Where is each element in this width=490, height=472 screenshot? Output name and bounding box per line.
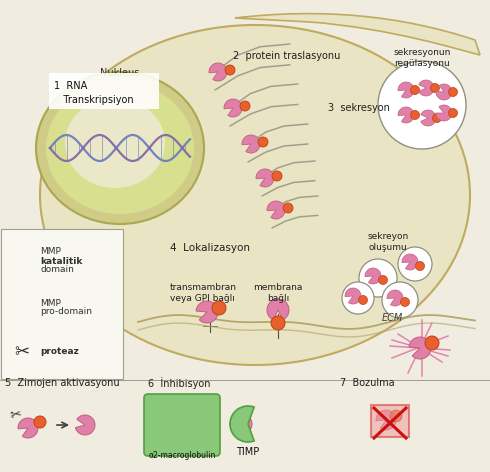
Ellipse shape <box>36 72 204 224</box>
Circle shape <box>448 87 458 96</box>
Text: ✂: ✂ <box>9 407 23 423</box>
Text: 1  RNA
   Transkripsiyon: 1 RNA Transkripsiyon <box>54 81 134 105</box>
Circle shape <box>272 171 282 181</box>
Circle shape <box>271 316 285 330</box>
Text: 7  Bozulma: 7 Bozulma <box>340 378 394 388</box>
Wedge shape <box>436 84 452 100</box>
Circle shape <box>425 336 439 350</box>
Circle shape <box>390 410 402 422</box>
Circle shape <box>212 301 226 315</box>
Wedge shape <box>230 406 254 442</box>
Ellipse shape <box>65 98 165 188</box>
Text: katalitik: katalitik <box>40 256 82 265</box>
Circle shape <box>378 276 388 285</box>
Text: Nukleus: Nukleus <box>100 68 140 78</box>
Text: 6  İnhibisyon: 6 İnhibisyon <box>148 377 211 389</box>
Wedge shape <box>387 290 403 306</box>
Wedge shape <box>18 418 38 438</box>
Text: domain: domain <box>40 265 74 275</box>
Circle shape <box>34 416 46 428</box>
Wedge shape <box>345 288 361 304</box>
Wedge shape <box>436 105 452 121</box>
Wedge shape <box>398 82 414 98</box>
Circle shape <box>448 109 458 118</box>
Text: membrana
bağlı: membrana bağlı <box>253 283 303 303</box>
Circle shape <box>416 261 424 270</box>
Circle shape <box>433 113 441 123</box>
Text: 2  protein traslasyonu: 2 protein traslasyonu <box>233 51 341 61</box>
Text: pro-domain: pro-domain <box>40 307 92 317</box>
Wedge shape <box>209 63 227 81</box>
FancyBboxPatch shape <box>1 229 123 379</box>
Circle shape <box>283 203 293 213</box>
Text: α2-macroglobulin: α2-macroglobulin <box>148 450 216 460</box>
Text: proteaz: proteaz <box>40 347 79 356</box>
Ellipse shape <box>46 82 194 214</box>
PathPatch shape <box>235 14 480 55</box>
Text: transmambran
veya GPI bağlı: transmambran veya GPI bağlı <box>170 283 237 303</box>
Wedge shape <box>75 415 95 435</box>
Text: 5  Zimojen aktivasyonu: 5 Zimojen aktivasyonu <box>5 378 120 388</box>
Wedge shape <box>9 242 35 268</box>
Wedge shape <box>419 80 434 96</box>
Text: sekresyonun
regülasyonu: sekresyonun regülasyonu <box>393 48 451 68</box>
Wedge shape <box>398 107 414 123</box>
Wedge shape <box>196 301 218 323</box>
Wedge shape <box>409 337 431 359</box>
Text: 4  Lokalizasyon: 4 Lokalizasyon <box>170 243 250 253</box>
Text: MMP: MMP <box>40 247 61 256</box>
Wedge shape <box>421 110 436 126</box>
Circle shape <box>431 84 440 93</box>
Wedge shape <box>256 169 274 187</box>
FancyBboxPatch shape <box>371 405 409 437</box>
Wedge shape <box>402 254 418 270</box>
FancyBboxPatch shape <box>49 73 159 109</box>
Circle shape <box>240 101 250 111</box>
Circle shape <box>411 85 419 94</box>
Circle shape <box>382 282 418 318</box>
Text: ✂: ✂ <box>14 343 29 361</box>
Text: 3  sekresyon: 3 sekresyon <box>328 103 390 113</box>
Circle shape <box>225 65 235 75</box>
Wedge shape <box>267 299 289 320</box>
Ellipse shape <box>40 25 470 365</box>
Circle shape <box>12 298 32 318</box>
Text: sekreyon
oluşumu: sekreyon oluşumu <box>368 232 409 252</box>
Text: TIMP: TIMP <box>236 447 260 457</box>
Wedge shape <box>224 99 242 117</box>
Circle shape <box>411 110 419 119</box>
Circle shape <box>342 282 374 314</box>
Text: MMP: MMP <box>40 298 61 307</box>
Wedge shape <box>169 414 195 440</box>
Wedge shape <box>376 410 396 430</box>
Wedge shape <box>267 201 285 219</box>
Text: ECM: ECM <box>382 313 403 323</box>
Circle shape <box>400 297 410 306</box>
Circle shape <box>398 247 432 281</box>
Circle shape <box>258 137 268 147</box>
Wedge shape <box>365 268 381 284</box>
Wedge shape <box>232 414 252 434</box>
Wedge shape <box>242 135 260 153</box>
Circle shape <box>378 61 466 149</box>
FancyBboxPatch shape <box>144 394 220 456</box>
Circle shape <box>359 295 368 304</box>
Circle shape <box>359 259 397 297</box>
